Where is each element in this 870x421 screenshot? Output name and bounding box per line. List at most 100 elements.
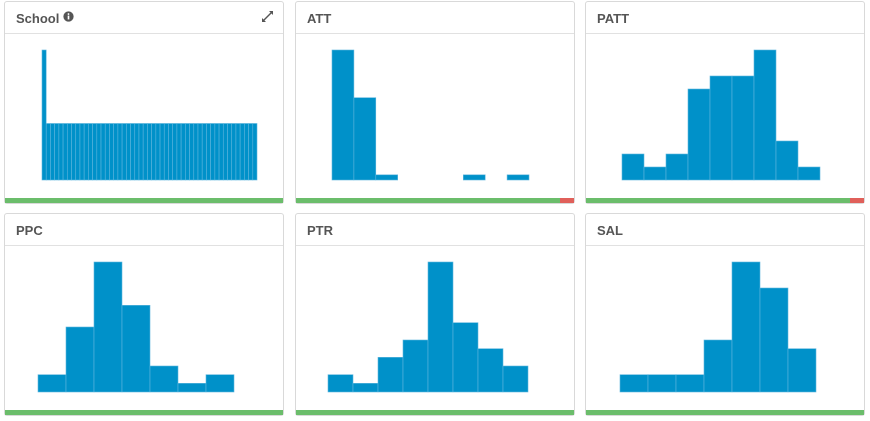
panel-school: School (4, 1, 284, 204)
histogram-bar (163, 123, 169, 181)
histogram-bar (65, 326, 95, 393)
histogram-bar (235, 123, 241, 181)
histogram-bar (155, 123, 161, 181)
histogram-bar (463, 174, 486, 181)
histogram-bar (214, 123, 220, 181)
histogram-chart (37, 261, 235, 393)
histogram-bar (176, 123, 182, 181)
histogram-bar (665, 153, 689, 181)
histogram-bar (643, 166, 667, 181)
histogram-bar (647, 374, 677, 393)
info-circle-icon[interactable] (63, 10, 74, 25)
histogram-bar (205, 374, 235, 393)
status-ok-segment (296, 198, 561, 203)
histogram-bar (227, 123, 233, 181)
histogram-bar (37, 374, 67, 393)
histogram-bar (759, 287, 789, 393)
panel-patt: PATT (585, 1, 865, 204)
histogram-bar (506, 174, 530, 181)
histogram-bar (168, 123, 173, 181)
histogram-bar (206, 123, 211, 181)
status-ok-segment (296, 410, 574, 415)
panel-att: ATT (295, 1, 575, 204)
histogram-bar (185, 123, 190, 181)
histogram-bar (248, 123, 254, 181)
status-bar (296, 410, 574, 415)
histogram-bar (92, 123, 98, 181)
status-alert-segment (560, 198, 574, 203)
panel-title: SAL (597, 223, 623, 238)
histogram-bar (104, 123, 110, 181)
histogram-bar (189, 123, 195, 181)
histogram-bar (252, 123, 258, 181)
histogram-bar (753, 49, 777, 181)
histogram-bar (142, 123, 148, 181)
expand-arrows-icon[interactable] (261, 10, 274, 28)
histogram-bar (109, 123, 114, 181)
histogram-bar (502, 365, 529, 393)
histogram-bar (88, 123, 93, 181)
histogram-bar (687, 88, 711, 181)
histogram-bar (113, 123, 119, 181)
histogram-bar (159, 123, 165, 181)
histogram-bar (151, 123, 157, 181)
histogram-bar (621, 153, 645, 181)
histogram-bar (130, 123, 136, 181)
histogram-bar (147, 123, 152, 181)
histogram-bar (93, 261, 123, 393)
histogram-bar (197, 123, 203, 181)
histogram-bar (731, 75, 755, 181)
histogram-bar (210, 123, 216, 181)
panel-header: ATT (296, 2, 574, 34)
histogram-bar (201, 123, 207, 181)
histogram-bar (83, 123, 89, 181)
histogram-bar (41, 49, 47, 181)
panel-header: PPC (5, 214, 283, 246)
histogram-bar (58, 123, 64, 181)
status-bar (586, 198, 864, 203)
status-alert-segment (850, 198, 864, 203)
histogram-bar (134, 123, 140, 181)
panel-title: PPC (16, 223, 43, 238)
histogram-bar (138, 123, 144, 181)
histogram-bar (45, 123, 51, 181)
histogram-bar (54, 123, 60, 181)
histogram-bar (222, 123, 228, 181)
status-ok-segment (5, 410, 283, 415)
histogram-chart (331, 49, 530, 181)
histogram-bar (709, 75, 733, 181)
panel-header: PTR (296, 214, 574, 246)
status-ok-segment (586, 410, 864, 415)
histogram-bar (775, 140, 799, 181)
panel-title: ATT (307, 11, 332, 26)
histogram-bar (353, 97, 377, 181)
histogram-bar (352, 383, 379, 393)
histogram-bar (427, 261, 454, 393)
panel-ptr: PTR (295, 213, 575, 416)
panel-header: PATT (586, 2, 864, 34)
histogram-bar (452, 322, 479, 393)
histogram-bar (231, 123, 237, 181)
histogram-bar (180, 123, 186, 181)
histogram-bar (218, 123, 224, 181)
panel-ppc: PPC (4, 213, 284, 416)
histogram-bar (193, 123, 199, 181)
histogram-bar (100, 123, 106, 181)
histogram-bar (331, 49, 355, 181)
status-bar (5, 198, 283, 203)
histogram-chart (41, 49, 258, 181)
panel-title: PTR (307, 223, 333, 238)
histogram-bar (177, 383, 207, 393)
panel-title: PATT (597, 11, 630, 26)
histogram-bar (121, 123, 127, 181)
histogram-bar (619, 374, 649, 393)
histogram-bar (75, 123, 81, 181)
histogram-bar (244, 123, 249, 181)
histogram-bar (117, 123, 123, 181)
histogram-bar (50, 123, 55, 181)
status-bar (586, 410, 864, 415)
histogram-chart (619, 261, 817, 393)
histogram-bar (79, 123, 85, 181)
histogram-bar (375, 174, 398, 181)
panel-header: School (5, 2, 283, 34)
